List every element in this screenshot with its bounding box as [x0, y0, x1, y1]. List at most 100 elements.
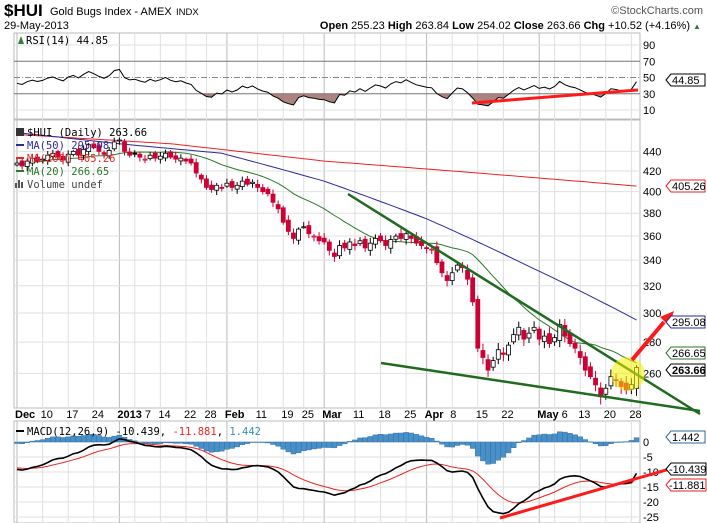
candle-body [347, 241, 353, 250]
candle-body [490, 360, 496, 368]
candle-body [424, 247, 430, 250]
macd-histogram-bar [326, 441, 333, 448]
close-tag-text: 263.66 [672, 365, 706, 377]
macd-histogram-bar [557, 431, 563, 443]
open-value: 255.23 [351, 20, 385, 32]
price-tick-label: 380 [643, 208, 661, 220]
candle-body [147, 154, 153, 160]
macd-tick-label: 0 [643, 437, 649, 449]
date-tick-label: 25 [404, 409, 416, 421]
date-tick-label: 15 [476, 409, 488, 421]
macd-histogram-bar [429, 438, 435, 443]
candle-body [24, 160, 30, 167]
low-value: 254.02 [477, 20, 511, 32]
macd-histogram-bar [582, 439, 589, 443]
macd-histogram-bar [367, 436, 373, 443]
macd-histogram-bar [178, 441, 184, 444]
candle-body [337, 245, 342, 257]
date-tick-label: 22 [184, 409, 196, 421]
macd-histogram-bar [613, 441, 619, 443]
macd-histogram-bar [336, 441, 343, 446]
macd-histogram-bar [592, 441, 599, 445]
candle-body [86, 144, 92, 152]
macd-tick-label: -25 [643, 512, 659, 523]
rsi-plot [14, 68, 637, 107]
ma200-tag-text: 405.26 [672, 181, 706, 193]
arrow-head-icon [660, 311, 674, 326]
macd-histogram-bar [219, 441, 225, 452]
candle-body [541, 335, 547, 342]
date-tick-label: 22 [501, 409, 513, 421]
macd-histogram-bar [239, 441, 245, 445]
candle-body [301, 226, 307, 229]
candle-body [536, 328, 542, 340]
macd-histogram-bar [290, 441, 297, 455]
candle-body [152, 152, 158, 159]
macd-histogram-bar [254, 441, 261, 443]
candle-body [111, 141, 117, 150]
macd-histogram-bar [408, 432, 414, 443]
candle-body [531, 326, 537, 331]
macd-histogram-bar [603, 441, 609, 446]
macd-histogram-bar [633, 437, 640, 443]
candle-body [96, 145, 102, 152]
macd-histogram-bar [454, 441, 461, 446]
date-tick-label: 2013 [117, 409, 141, 421]
macd-histogram-bar [249, 441, 256, 443]
candle-body [60, 155, 66, 161]
candle-body [326, 241, 332, 251]
candle-body [470, 277, 476, 303]
legend-ma50: MA(50) 295.08 [27, 140, 109, 152]
macd-histogram-bar [393, 432, 399, 443]
candle-body [183, 158, 189, 162]
ma50-tag [665, 315, 706, 329]
rsi-tick-label: 90 [643, 40, 655, 52]
macd-legend-text: MACD(12,26,9) -10.439, -11.881, 1.442 [27, 426, 261, 438]
candle-body [480, 350, 486, 358]
macd-histogram-bar [510, 441, 517, 448]
macd-histogram-bar [311, 441, 317, 450]
macd-histogram-bar [608, 441, 614, 444]
candle-body [500, 352, 506, 355]
macd-histogram-bar [377, 434, 384, 443]
rsi-tag-text: 44.85 [672, 75, 700, 87]
macd-histogram-bar [413, 434, 420, 443]
signal-value: -11.881 [172, 426, 216, 438]
candle-body [572, 343, 578, 349]
candle-body [157, 155, 163, 160]
candle-body [403, 233, 409, 240]
rsi-icon [18, 36, 24, 44]
signal-tag [665, 478, 707, 492]
price-panel [13, 119, 641, 409]
candle-body [219, 186, 225, 189]
date-tick-label: May [537, 409, 559, 421]
date-tick-label: 7 [145, 409, 151, 421]
candle-body [506, 344, 511, 356]
signal-tag-text: -11.881 [669, 480, 706, 492]
macd-plot [14, 431, 640, 515]
up-arrow-icon: ▲ [693, 22, 701, 31]
macd-histogram-bar [183, 441, 189, 444]
macd-histogram-bar [203, 441, 210, 452]
ma200-tag [665, 179, 706, 193]
macd-histogram-bar [14, 441, 20, 444]
symbol: $HUI [4, 1, 43, 20]
macd-name: MACD(12,26,9) [27, 426, 109, 438]
candle-body [142, 158, 148, 161]
macd-line [16, 437, 638, 515]
macd-histogram-bar [229, 441, 235, 449]
candle-body [55, 151, 61, 158]
lower-wedge-trendline [380, 361, 701, 413]
price-tick-label: 320 [643, 281, 661, 293]
candle-body [516, 326, 522, 336]
candle-body [449, 272, 455, 281]
candle-body [552, 337, 557, 343]
macd-histogram-bar [208, 441, 215, 453]
macd-histogram-bar [316, 441, 322, 449]
price-tick-label: 260 [643, 368, 661, 380]
macd-histogram-bar [403, 432, 409, 443]
candle-body [106, 150, 112, 157]
macd-signal-line [16, 442, 637, 504]
rsi-panel [13, 32, 641, 120]
